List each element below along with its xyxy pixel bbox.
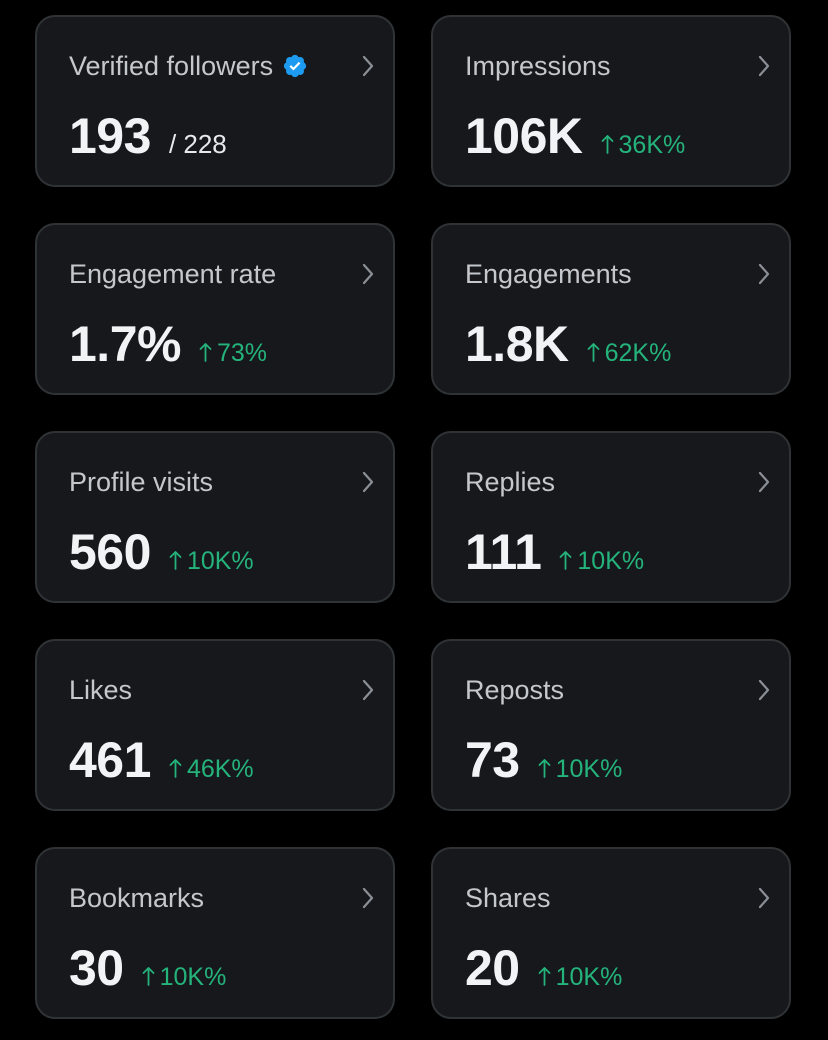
card-value-row: 111 10K%: [465, 525, 644, 579]
verified-badge-icon: [282, 53, 308, 79]
arrow-up-icon: [538, 758, 551, 778]
chevron-right-icon: [359, 53, 377, 79]
change-indicator: 36K%: [601, 131, 686, 160]
card-label-row: Reposts: [465, 673, 564, 707]
card-total: / 228: [168, 129, 227, 159]
card-value-row: 1.7% 73%: [69, 317, 267, 371]
card-profile-visits[interactable]: Profile visits 560 10K%: [35, 431, 395, 603]
change-value: 10K%: [159, 963, 227, 991]
arrow-up-icon: [538, 966, 551, 986]
chevron-right-icon: [755, 677, 773, 703]
card-value: 20: [465, 940, 520, 996]
card-label-row: Shares: [465, 881, 551, 915]
change-value: 10K%: [555, 755, 623, 783]
card-value: 193: [69, 108, 151, 164]
card-shares[interactable]: Shares 20 10K%: [431, 847, 791, 1019]
card-label: Shares: [465, 883, 551, 913]
card-verified-followers[interactable]: Verified followers 193 / 228: [35, 15, 395, 187]
change-indicator: 46K%: [169, 755, 254, 784]
card-value: 106K: [465, 108, 583, 164]
change-indicator: 10K%: [538, 755, 623, 784]
change-indicator: 10K%: [559, 547, 644, 576]
card-value-row: 20 10K%: [465, 941, 622, 995]
card-impressions[interactable]: Impressions 106K 36K%: [431, 15, 791, 187]
chevron-right-icon: [755, 885, 773, 911]
card-label: Engagements: [465, 259, 632, 289]
chevron-right-icon: [359, 677, 377, 703]
card-bookmarks[interactable]: Bookmarks 30 10K%: [35, 847, 395, 1019]
card-label-row: Engagement rate: [69, 257, 276, 291]
card-label-row: Impressions: [465, 49, 611, 83]
card-label-row: Engagements: [465, 257, 632, 291]
card-label-row: Verified followers: [69, 49, 308, 83]
arrow-up-icon: [587, 342, 600, 362]
card-label: Reposts: [465, 675, 565, 705]
card-label: Bookmarks: [69, 883, 205, 913]
arrow-up-icon: [601, 134, 614, 154]
card-label: Replies: [465, 467, 556, 497]
arrow-up-icon: [559, 550, 572, 570]
card-label: Likes: [69, 675, 133, 705]
card-value: 461: [69, 732, 151, 788]
card-value: 30: [69, 940, 124, 996]
chevron-right-icon: [755, 261, 773, 287]
card-value: 1.7%: [69, 316, 181, 372]
card-value-row: 461 46K%: [69, 733, 254, 787]
card-value-row: 193 / 228: [69, 109, 227, 163]
change-value: 46K%: [186, 755, 254, 783]
change-indicator: 10K%: [142, 963, 227, 992]
card-label-row: Likes: [69, 673, 132, 707]
card-label-row: Replies: [465, 465, 555, 499]
card-label-row: Bookmarks: [69, 881, 204, 915]
card-value: 111: [465, 524, 542, 580]
card-label: Engagement rate: [69, 259, 277, 289]
chevron-right-icon: [359, 469, 377, 495]
change-value: 36K%: [618, 131, 686, 159]
card-label: Impressions: [465, 51, 611, 81]
chevron-right-icon: [755, 53, 773, 79]
arrow-up-icon: [199, 342, 212, 362]
card-engagements[interactable]: Engagements 1.8K 62K%: [431, 223, 791, 395]
chevron-right-icon: [359, 261, 377, 287]
card-label-row: Profile visits: [69, 465, 213, 499]
chevron-right-icon: [359, 885, 377, 911]
card-value-row: 73 10K%: [465, 733, 622, 787]
card-value-row: 106K 36K%: [465, 109, 685, 163]
change-value: 62K%: [604, 339, 672, 367]
card-value: 560: [69, 524, 151, 580]
chevron-right-icon: [755, 469, 773, 495]
change-indicator: 62K%: [587, 339, 672, 368]
arrow-up-icon: [142, 966, 155, 986]
change-value: 10K%: [577, 547, 645, 575]
arrow-up-icon: [169, 758, 182, 778]
change-value: 10K%: [555, 963, 623, 991]
change-indicator: 10K%: [169, 547, 254, 576]
card-reposts[interactable]: Reposts 73 10K%: [431, 639, 791, 811]
card-engagement-rate[interactable]: Engagement rate 1.7% 73%: [35, 223, 395, 395]
card-value-row: 1.8K 62K%: [465, 317, 671, 371]
card-replies[interactable]: Replies 111 10K%: [431, 431, 791, 603]
card-value: 1.8K: [465, 316, 569, 372]
card-likes[interactable]: Likes 461 46K%: [35, 639, 395, 811]
card-label: Verified followers: [69, 51, 274, 81]
change-indicator: 10K%: [538, 963, 623, 992]
card-label: Profile visits: [69, 467, 214, 497]
arrow-up-icon: [169, 550, 182, 570]
change-indicator: 73%: [199, 339, 267, 368]
change-value: 10K%: [186, 547, 254, 575]
card-value-row: 560 10K%: [69, 525, 254, 579]
card-value: 73: [465, 732, 520, 788]
change-value: 73%: [216, 339, 268, 367]
card-value-row: 30 10K%: [69, 941, 226, 995]
